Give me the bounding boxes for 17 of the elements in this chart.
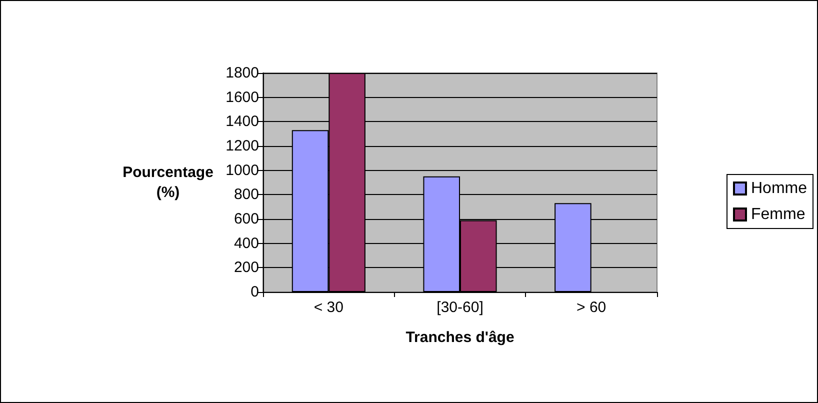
y-tick-label: 1200 <box>226 138 259 154</box>
y-tick-label: 800 <box>234 186 259 204</box>
x-tick-label: > 60 <box>576 299 606 316</box>
y-tick-label: 1000 <box>226 162 259 179</box>
y-tick-label: 400 <box>234 234 259 252</box>
y-tick-label: 1600 <box>226 88 259 106</box>
y-axis-title: Pourcentage (%) <box>122 164 214 201</box>
legend-label: Homme <box>750 180 808 197</box>
y-tick-label: 1800 <box>226 64 259 82</box>
y-tick-label: 0 <box>250 284 259 300</box>
x-tick-label: < 30 <box>314 299 344 316</box>
x-axis-title: Tranches d'âge <box>406 329 514 346</box>
y-tick-label: 600 <box>234 210 259 228</box>
x-tick-label: [30-60] <box>436 299 484 316</box>
y-tick-label: 1400 <box>226 113 259 130</box>
y-tick-label: 200 <box>234 259 259 276</box>
legend-label: Femme <box>750 206 806 223</box>
